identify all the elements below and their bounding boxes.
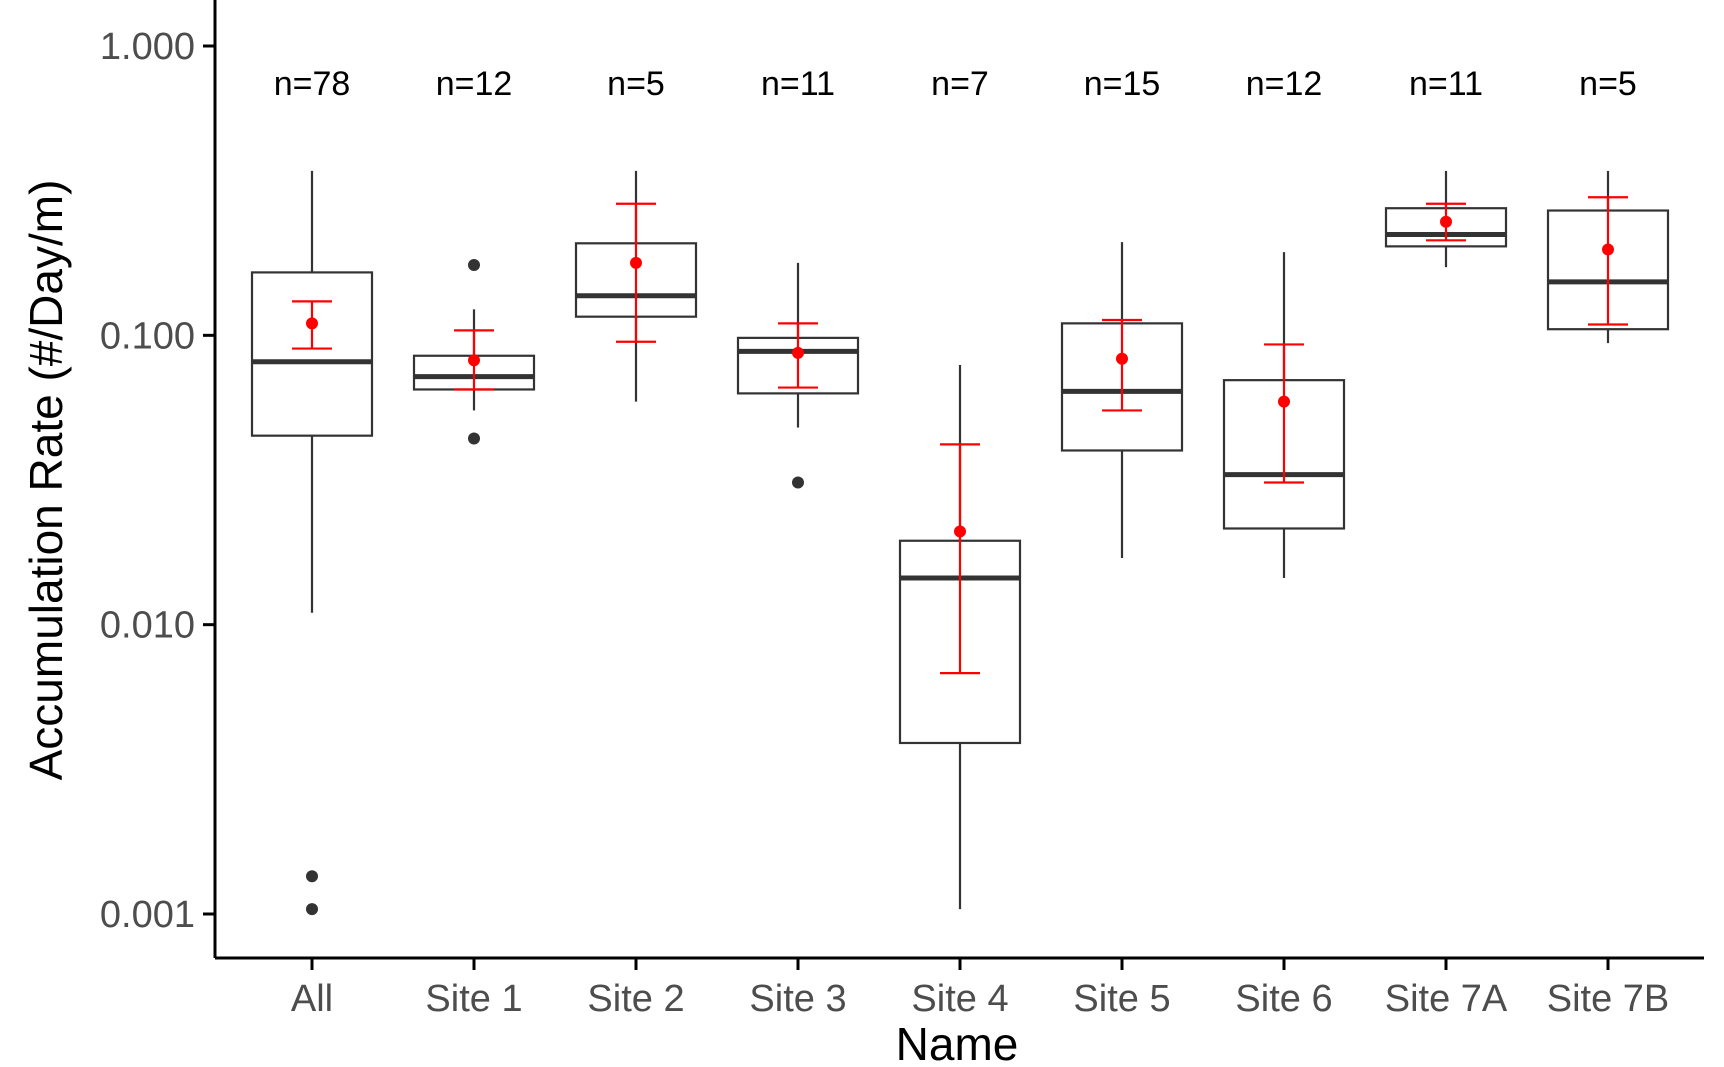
box-group <box>1546 170 1670 344</box>
y-tick-label: 0.010 <box>100 605 195 647</box>
mean-point <box>1440 215 1452 228</box>
count-label: n=7 <box>931 65 989 103</box>
box-group <box>574 170 698 402</box>
x-tick-label: Site 6 <box>1235 978 1332 1020</box>
outlier-point <box>306 903 318 916</box>
mean-point <box>1116 352 1128 365</box>
mean-point <box>792 346 804 359</box>
box-group <box>898 364 1022 910</box>
count-label: n=12 <box>1246 65 1323 103</box>
box-group <box>1222 252 1346 578</box>
x-tick-label: Site 3 <box>749 978 846 1020</box>
x-tick-label: Site 4 <box>911 978 1008 1020</box>
y-tick-label: 0.001 <box>100 894 195 936</box>
box-group <box>1384 170 1508 268</box>
y-tick-label: 0.100 <box>100 315 195 357</box>
count-label: n=5 <box>607 65 665 103</box>
mean-point <box>468 354 480 367</box>
outlier-point <box>306 870 318 883</box>
mean-point <box>630 256 642 269</box>
x-tick-label: Site 5 <box>1073 978 1170 1020</box>
count-label: n=15 <box>1084 65 1161 103</box>
mean-point <box>306 317 318 330</box>
x-axis-title: Name <box>896 1018 1019 1067</box>
x-tick-label: All <box>291 978 333 1020</box>
count-label: n=11 <box>1409 65 1483 103</box>
x-tick-label: Site 1 <box>425 978 522 1020</box>
count-label: n=11 <box>761 65 835 103</box>
mean-point <box>954 525 966 538</box>
y-axis-title: Accumulation Rate (#/Day/m) <box>20 180 72 781</box>
box-group <box>250 170 374 916</box>
x-tick-label: Site 2 <box>587 978 684 1020</box>
outlier-point <box>792 476 804 489</box>
count-label: n=78 <box>274 65 351 103</box>
mean-point <box>1602 243 1614 256</box>
outlier-point <box>468 432 480 445</box>
y-tick-label: 1.000 <box>100 26 195 68</box>
box-group <box>412 259 536 445</box>
box-group <box>736 262 860 489</box>
count-label: n=5 <box>1579 65 1637 103</box>
x-tick-label: Site 7A <box>1385 978 1508 1020</box>
x-tick-label: Site 7B <box>1547 978 1670 1020</box>
box-group <box>1060 242 1184 558</box>
iqr-box <box>250 271 374 437</box>
count-label: n=12 <box>436 65 513 103</box>
mean-point <box>1278 395 1290 408</box>
outlier-point <box>468 259 480 272</box>
